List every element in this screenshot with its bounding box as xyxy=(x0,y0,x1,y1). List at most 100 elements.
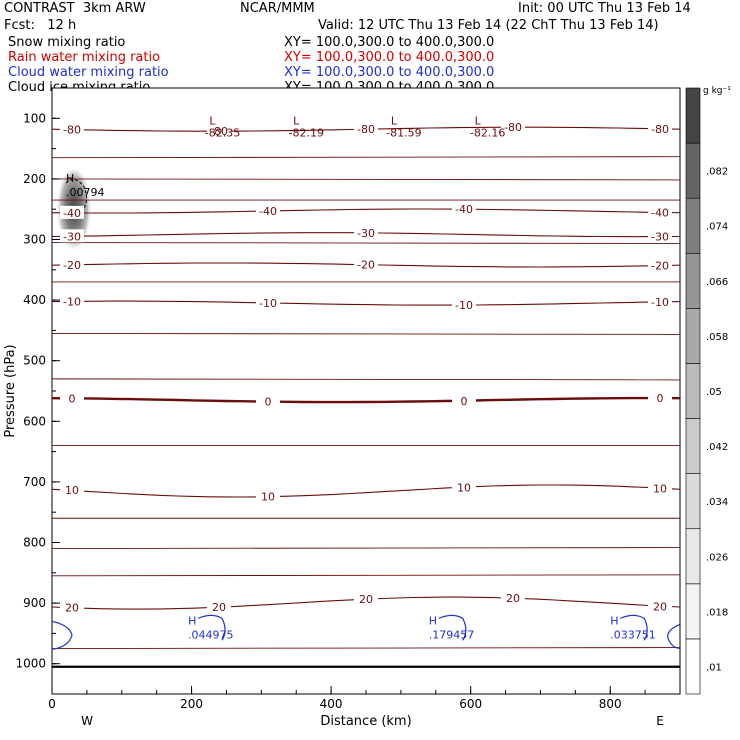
contour-label-bg xyxy=(60,229,84,243)
high-value: .179457 xyxy=(429,628,475,641)
x-tick-label: 400 xyxy=(320,697,343,711)
colorbar-box xyxy=(685,142,701,199)
init-time: Init: 00 UTC Thu 13 Feb 14 xyxy=(518,1,691,16)
contour-label-bg xyxy=(256,489,280,503)
colorbar-box xyxy=(685,638,701,695)
colorbar-box xyxy=(685,363,701,419)
contour-label-bg xyxy=(60,483,84,497)
colorbar-label: .066 xyxy=(706,277,728,288)
y-tick-label: 700 xyxy=(23,475,46,489)
y-tick-label: 800 xyxy=(23,536,46,550)
contour-label-bg xyxy=(452,393,476,407)
contour-label: -80 xyxy=(651,123,669,136)
colorbar-label: .074 xyxy=(706,222,728,233)
contour-line xyxy=(51,396,681,404)
y-tick-label: 600 xyxy=(23,414,46,428)
contour-line-minor xyxy=(51,378,681,381)
contour-label: 20 xyxy=(212,601,226,614)
contour-label: -40 xyxy=(455,203,473,216)
colorbar-label: .018 xyxy=(706,607,728,618)
contour-label-bg xyxy=(452,480,476,494)
contour-label: -80 xyxy=(504,121,522,134)
contour-label-bg xyxy=(648,205,672,219)
high-value: .00794 xyxy=(66,186,105,199)
contour-label-bg xyxy=(60,600,84,614)
cloudwater-contour xyxy=(197,614,226,641)
contour-label: -30 xyxy=(357,227,375,240)
colorbar-label: .082 xyxy=(706,167,728,178)
contour-label-bg xyxy=(648,121,672,135)
y-tick-label: 300 xyxy=(23,233,46,247)
contour-label: 20 xyxy=(506,592,520,605)
contour-label-bg xyxy=(648,229,672,243)
org-label: NCAR/MMM xyxy=(240,1,315,16)
y-tick-label: 100 xyxy=(23,111,46,125)
x-tick-label: 200 xyxy=(180,697,203,711)
low-value: -82.35 xyxy=(205,126,240,139)
contour-label: -10 xyxy=(455,299,473,312)
contour-label-bg xyxy=(354,257,378,271)
contour-line-minor xyxy=(51,547,681,550)
contour-label: 10 xyxy=(261,491,275,504)
contour-label: 20 xyxy=(359,593,373,606)
contour-line-minor xyxy=(51,178,681,181)
contour-label-bg xyxy=(501,120,525,134)
contour-label-bg xyxy=(648,258,672,272)
colorbar-box xyxy=(685,583,701,640)
contour-label: -10 xyxy=(259,297,277,310)
contour-label-bg xyxy=(354,225,378,239)
contour-label-bg xyxy=(354,122,378,136)
colorbar-label: .01 xyxy=(706,662,722,673)
contour-label-bg xyxy=(452,298,476,312)
colorbar-label: .042 xyxy=(706,442,728,453)
contour-label-bg xyxy=(452,202,476,216)
contour-label: -20 xyxy=(63,259,81,272)
contour-label: -40 xyxy=(259,205,277,218)
contour-label: 0 xyxy=(69,392,76,405)
model-title: CONTRAST 3km ARW xyxy=(4,1,146,16)
contour-line-minor xyxy=(51,242,681,244)
colorbar-box xyxy=(685,418,701,474)
colorbar-label: .058 xyxy=(706,332,728,343)
contour-label: -40 xyxy=(651,207,669,220)
forecast-hour: Fcst: 12 h xyxy=(4,18,77,33)
contour-line-minor xyxy=(51,647,681,649)
x-tick-label: 800 xyxy=(599,697,622,711)
colorbar-unit: g kg⁻¹ xyxy=(703,86,731,96)
legend-cloudwater-xy: XY= 100.0,300.0 to 400.0,300.0 xyxy=(284,65,495,80)
contour-label-bg xyxy=(207,124,231,138)
cloudwater-contour xyxy=(438,614,467,641)
legend-snow-xy: XY= 100.0,300.0 to 400.0,300.0 xyxy=(284,35,495,50)
high-value: .044975 xyxy=(188,628,234,641)
contour-label-bg xyxy=(256,394,280,408)
contour-line xyxy=(51,300,681,306)
contour-label: 10 xyxy=(457,481,471,494)
x-end-label-west: W xyxy=(81,714,93,728)
y-tick-label: 900 xyxy=(23,596,46,610)
contour-label-bg xyxy=(207,599,231,613)
contour-label: 10 xyxy=(65,484,79,497)
contour-line xyxy=(51,484,681,498)
legend-rain-name: Rain water mixing ratio xyxy=(8,50,161,65)
low-value: -82.19 xyxy=(288,126,323,139)
valid-time: Valid: 12 UTC Thu 13 Feb 14 (22 ChT Thu … xyxy=(318,18,659,33)
contour-label: 0 xyxy=(461,395,468,408)
legend-snow-name: Snow mixing ratio xyxy=(8,35,126,50)
colorbar-box xyxy=(685,528,701,585)
x-tick-label: 600 xyxy=(459,697,482,711)
x-end-label-east: E xyxy=(656,714,664,728)
colorbar-label: .026 xyxy=(706,552,728,563)
colorbar-box xyxy=(685,308,701,364)
y-tick-label: 1000 xyxy=(15,657,46,671)
low-value: -82.16 xyxy=(470,126,505,139)
y-tick-label: 200 xyxy=(23,172,46,186)
colorbar-box xyxy=(685,197,701,254)
high-marker: H xyxy=(188,614,196,627)
contour-label: 0 xyxy=(657,392,664,405)
legend-rain-xy: XY= 100.0,300.0 to 400.0,300.0 xyxy=(284,50,495,65)
cloudwater-contour xyxy=(667,623,681,649)
contour-label: -80 xyxy=(63,124,81,137)
contour-line-minor xyxy=(51,574,681,577)
contour-label: -20 xyxy=(651,260,669,273)
